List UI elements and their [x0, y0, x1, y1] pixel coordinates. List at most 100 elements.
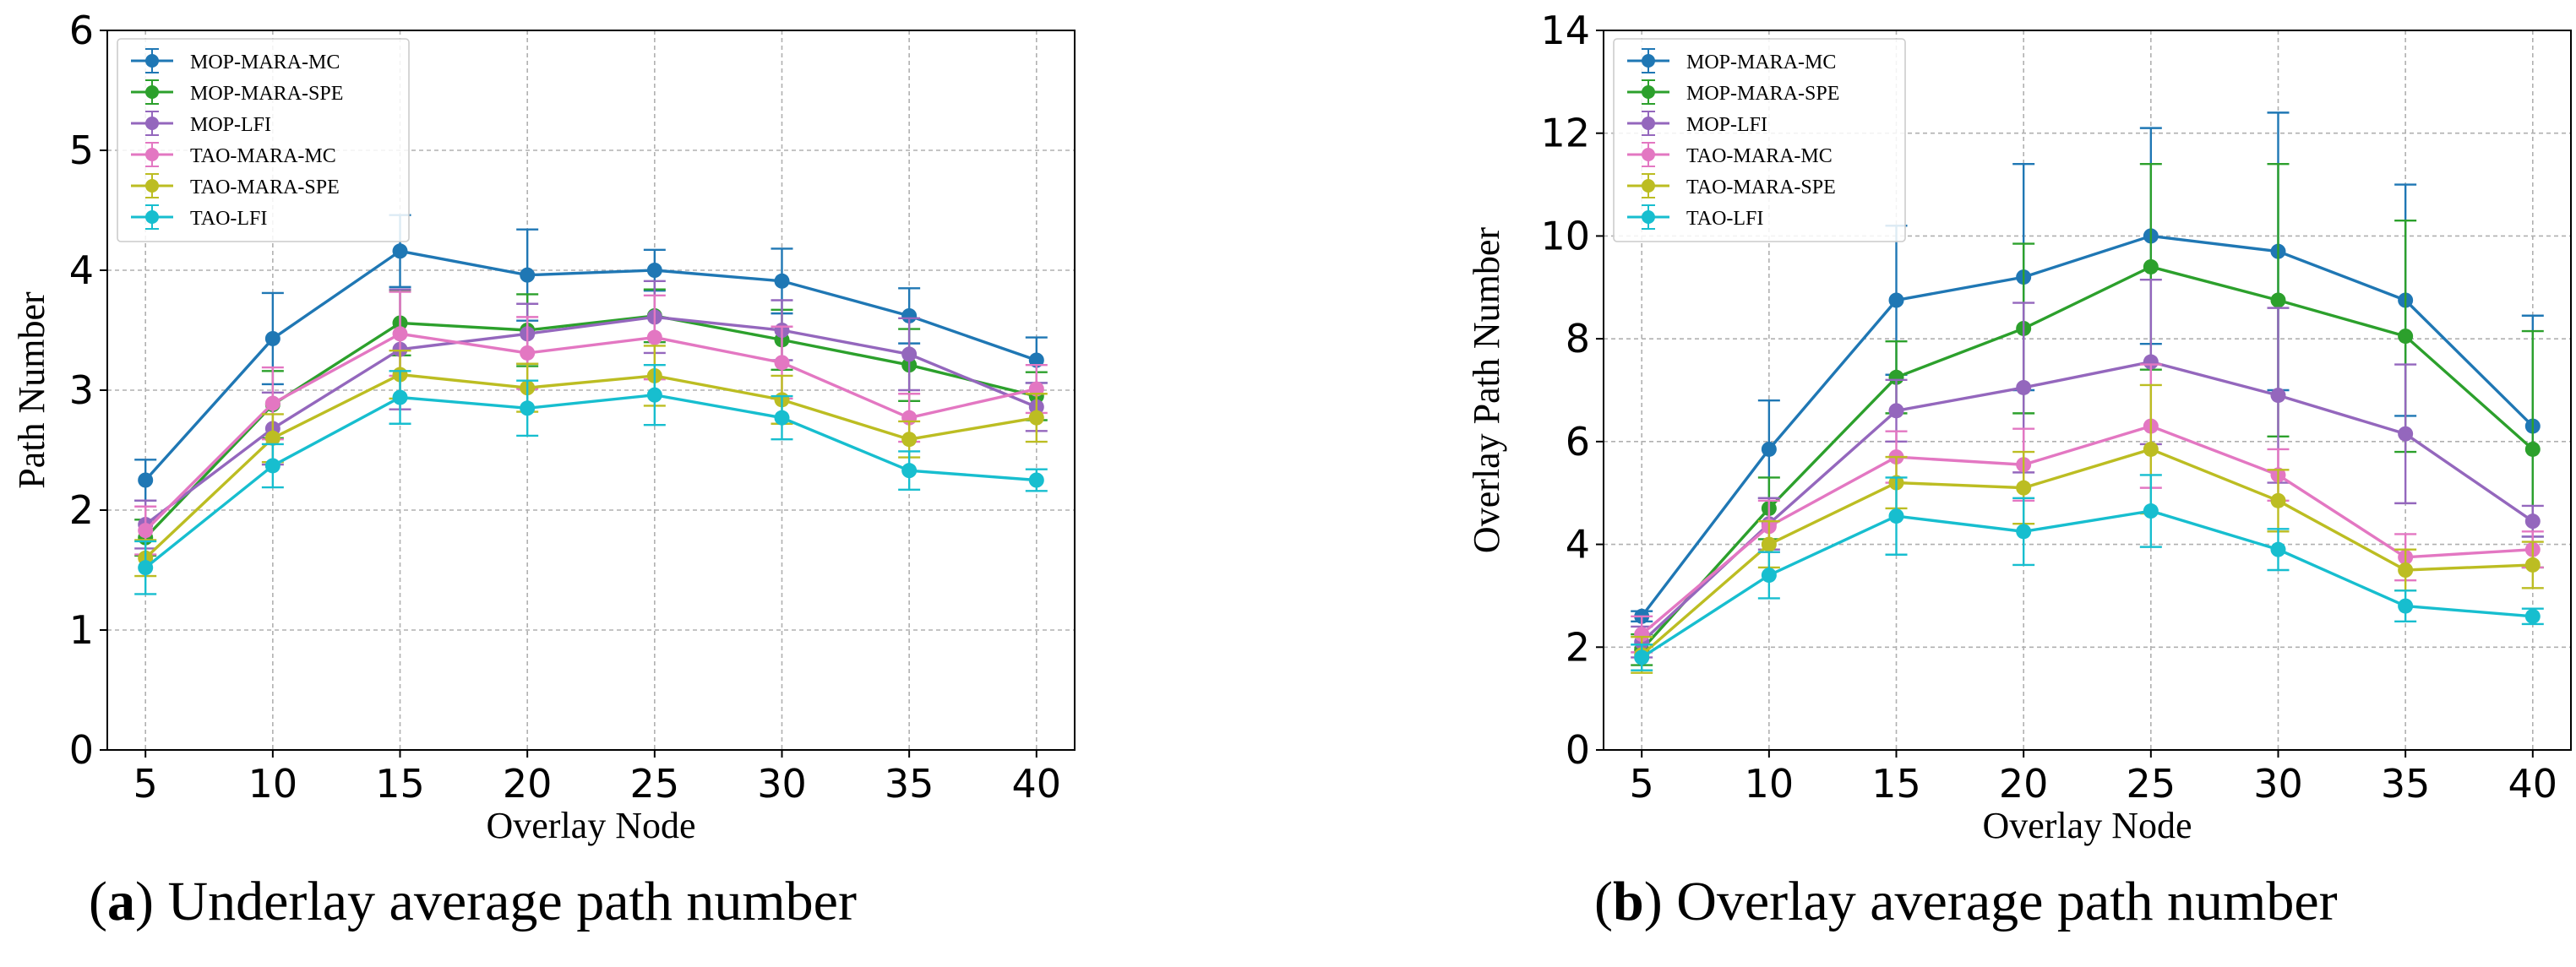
chart-b-point-1-5	[2270, 292, 2286, 308]
chart-b-series-4	[1631, 383, 2544, 674]
chart-b-ytick-label-1: 2	[1566, 624, 1590, 670]
chart-a-point-5-6	[901, 463, 918, 479]
chart-b: 0 2 4 6 8 10 12 14 5 10 15 20 25 30 35 40 Overlay Node Ov…	[1466, 8, 2572, 846]
chart-a-point-4-7	[1028, 410, 1044, 426]
chart-b-xtick-label-0: 5	[1630, 761, 1654, 807]
caption-a: (a) Underlay average path number	[89, 871, 857, 932]
chart-a-legend-label-3: TAO-MARA-MC	[190, 145, 336, 167]
chart-a-point-3-4	[646, 329, 662, 345]
chart-b-point-1-2	[1888, 369, 1904, 385]
chart-b-xtick-label-1: 10	[1745, 761, 1794, 807]
chart-b-point-1-4	[2143, 258, 2159, 274]
chart-b-ytick-label-5: 10	[1540, 213, 1590, 258]
chart-a-xtick-label-7: 40	[1012, 761, 1062, 807]
chart-a-ytick-label-2: 2	[69, 487, 94, 533]
chart-a-point-5-0	[138, 560, 154, 576]
chart-b-line-0	[1640, 234, 2534, 617]
chart-b-point-5-6	[2398, 598, 2414, 614]
chart-b-point-5-4	[2143, 503, 2159, 519]
chart-a-line-2	[144, 315, 1037, 526]
chart-b-series-5	[1631, 474, 2544, 671]
chart-a-ytick-label-1: 1	[69, 607, 94, 653]
chart-b-point-4-4	[2143, 441, 2159, 457]
chart-b-point-0-1	[1761, 441, 1777, 457]
chart-a-ytick-label-4: 4	[69, 247, 94, 293]
chart-a-point-5-2	[392, 389, 408, 405]
caption-b-text: Overlay average path number	[1676, 871, 2338, 932]
chart-b-legend: MOP-MARA-MC MOP-MARA-SPE MOP-LFI TAO-MARA-M…	[1613, 38, 1906, 242]
chart-b-line-5	[1641, 509, 2533, 659]
chart-b-point-4-5	[2270, 492, 2286, 508]
chart-a-legend-box	[117, 38, 410, 242]
chart-b-point-2-6	[2398, 426, 2414, 442]
chart-b-legend-label-0: MOP-MARA-MC	[1686, 52, 1836, 73]
chart-a-point-3-2	[392, 326, 408, 342]
chart-b-xtick-label-2: 15	[1871, 761, 1921, 807]
chart-b-legend-label-3: TAO-MARA-MC	[1686, 145, 1833, 167]
chart-a-point-0-1	[264, 330, 280, 346]
chart-b-ytick-label-3: 6	[1566, 419, 1590, 464]
chart-b-point-2-5	[2270, 388, 2286, 404]
chart-a-xtick-label-6: 35	[885, 761, 934, 807]
chart-a-ytick-label-5: 5	[69, 128, 94, 173]
chart-b-line-4	[1641, 448, 2533, 656]
chart-b-point-5-1	[1761, 568, 1777, 584]
chart-a-xtick-label-5: 30	[757, 761, 807, 807]
chart-b-point-4-3	[2016, 480, 2032, 496]
chart-b-ytick-label-2: 4	[1566, 522, 1590, 568]
chart-a-legend-marker-5	[145, 210, 159, 224]
chart-b-legend-label-2: MOP-LFI	[1686, 114, 1767, 136]
chart-a-legend-label-0: MOP-MARA-MC	[190, 52, 340, 73]
chart-b-ylabel: Overlay Path Number	[1466, 227, 1507, 553]
chart-b-line-1	[1640, 265, 2534, 651]
chart-a-xtick-label-3: 20	[503, 761, 553, 807]
chart-b-xtick-label-7: 40	[2508, 761, 2558, 807]
chart-a-line-0	[144, 249, 1037, 481]
chart-b-point-5-0	[1634, 649, 1650, 665]
chart-b-point-0-2	[1888, 292, 1904, 308]
chart-a-point-4-6	[901, 432, 918, 448]
chart-a-legend-marker-3	[145, 148, 159, 161]
chart-b-point-2-3	[2016, 379, 2032, 395]
chart-a-ytick-label-0: 0	[69, 727, 94, 773]
chart-a-series-5	[134, 363, 1048, 595]
chart-a-legend: MOP-MARA-MC MOP-MARA-SPE MOP-LFI TAO-MARA-M…	[117, 38, 410, 242]
chart-b-point-5-3	[2016, 524, 2032, 540]
chart-b-point-4-7	[2524, 557, 2541, 573]
chart-a-legend-marker-4	[145, 179, 159, 193]
chart-a-point-4-1	[264, 430, 280, 446]
chart-a-legend-marker-0	[145, 54, 159, 68]
chart-b-point-5-7	[2524, 608, 2541, 624]
chart-a-point-0-4	[646, 263, 662, 278]
chart-a-point-0-6	[901, 307, 918, 323]
chart-a-point-5-3	[520, 400, 536, 416]
chart-b-point-2-7	[2524, 513, 2541, 530]
chart-a-point-5-4	[646, 387, 662, 403]
chart-a-legend-marker-1	[145, 85, 159, 99]
chart-a-xlabel: Overlay Node	[486, 805, 695, 846]
chart-a-xtick-label-2: 15	[375, 761, 425, 807]
chart-b-legend-marker-5	[1642, 210, 1655, 224]
chart-b-point-2-4	[2143, 354, 2159, 370]
chart-b-legend-label-1: MOP-MARA-SPE	[1686, 83, 1839, 105]
chart-a-xtick-label-1: 10	[248, 761, 298, 807]
chart-b-legend-label-4: TAO-MARA-SPE	[1686, 177, 1836, 198]
chart-b-line-3	[1641, 424, 2533, 636]
chart-a-point-5-1	[264, 458, 280, 474]
chart-b-point-1-6	[2398, 329, 2414, 345]
chart-b-ytick-label-7: 14	[1540, 8, 1590, 53]
chart-b-ytick-label-4: 8	[1566, 316, 1590, 361]
caption-b-letter: b	[1612, 871, 1644, 932]
chart-a-point-0-2	[392, 243, 408, 259]
caption-a-text: Underlay average path number	[167, 871, 857, 932]
chart-a-series-2	[134, 280, 1048, 550]
chart-a-line-4	[144, 372, 1037, 560]
chart-a-point-5-7	[1028, 472, 1044, 488]
chart-b-xtick-label-3: 20	[1999, 761, 2049, 807]
chart-a-ytick-label-3: 3	[69, 367, 94, 413]
chart-b-point-5-5	[2270, 541, 2286, 557]
chart-b-point-4-1	[1761, 536, 1777, 552]
chart-a-ytick-label-6: 6	[69, 8, 94, 53]
chart-b-xtick-label-6: 35	[2381, 761, 2431, 807]
